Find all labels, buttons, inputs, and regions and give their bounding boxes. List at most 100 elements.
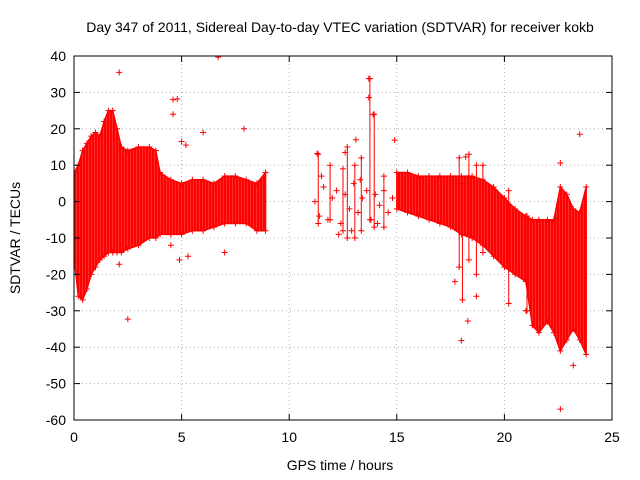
band-edge-point: [576, 336, 583, 343]
outlier-point: [176, 256, 183, 263]
spike-point: [505, 300, 512, 307]
band-edge-point: [124, 147, 131, 154]
y-tick-label: -10: [46, 230, 66, 246]
outlier-point: [221, 249, 228, 256]
gap-point: [318, 173, 325, 180]
band-edge-point: [167, 176, 174, 183]
spike-point: [459, 296, 466, 303]
outlier-point: [178, 138, 185, 145]
gap-point: [385, 209, 392, 216]
band-edge-point: [83, 140, 90, 147]
band-edge-point: [415, 213, 422, 220]
y-tick-label: 10: [50, 157, 66, 173]
band-edge-point: [243, 176, 250, 183]
outlier-point: [576, 131, 583, 138]
band-edge-point: [92, 129, 99, 136]
outlier-point: [570, 362, 577, 369]
band-edge-point: [152, 147, 159, 154]
spike-point: [505, 187, 512, 194]
band-edge-point: [221, 173, 228, 180]
outlier-point: [557, 160, 564, 167]
x-tick-label: 15: [389, 429, 405, 445]
spike-point: [465, 256, 472, 263]
y-tick-label: 40: [50, 48, 66, 64]
outlier-point: [451, 278, 458, 285]
spike-point: [344, 144, 351, 150]
gap-point: [337, 220, 344, 227]
band-edge-point: [135, 144, 142, 150]
outlier-point: [167, 242, 174, 249]
band-edge-point: [74, 253, 77, 260]
outlier-point: [458, 337, 465, 344]
outlier-point: [391, 137, 398, 144]
y-tick-label: -40: [46, 339, 66, 355]
gap-point: [329, 194, 336, 201]
band-edge-point: [404, 169, 411, 176]
y-tick-label: -30: [46, 303, 66, 319]
band-edge-point: [544, 318, 551, 325]
band-edge-point: [96, 256, 103, 263]
outlier-point: [557, 406, 564, 413]
band-edge-point: [88, 133, 95, 140]
spike-point: [473, 162, 480, 169]
x-tick-label: 20: [497, 429, 513, 445]
gap-point: [335, 231, 342, 238]
band-edge-point: [512, 271, 519, 278]
spike-point: [380, 224, 387, 231]
band-edge-point: [146, 144, 153, 150]
outlier-point: [185, 253, 192, 260]
band-edge-point: [232, 220, 239, 227]
outlier-point: [370, 111, 377, 118]
gap-point: [316, 213, 323, 220]
outlier-point: [124, 316, 131, 323]
gap-point: [389, 194, 396, 201]
band-edge-point: [490, 184, 497, 191]
spike-point: [479, 162, 486, 169]
spike-point: [459, 180, 466, 187]
band-edge-point: [490, 253, 497, 260]
gap-point: [372, 191, 379, 198]
band-edge-point: [404, 209, 411, 216]
band-edge-point: [92, 264, 99, 271]
outlier-point: [116, 261, 123, 268]
band-edge-point: [200, 176, 207, 183]
band-edge-point: [415, 173, 422, 180]
outlier-point: [464, 317, 471, 324]
band-edge-point: [583, 351, 590, 358]
band-edge-point: [501, 194, 508, 201]
band-edge-point: [529, 216, 536, 223]
band-edge-point: [426, 173, 433, 180]
band-edge-point: [210, 224, 217, 231]
band-edge-point: [436, 173, 443, 180]
plot-border: [73, 55, 613, 421]
band-edge-point: [189, 227, 196, 234]
band-edge-point: [393, 205, 400, 212]
band-edge-point: [200, 227, 207, 234]
x-tick-label: 25: [604, 429, 620, 445]
band-edge-point: [221, 220, 228, 227]
band-edge-point: [118, 144, 125, 150]
band-edge-point: [469, 173, 476, 180]
band-edge-point: [253, 180, 260, 187]
band-edge-point: [544, 216, 551, 223]
outlier-point: [174, 95, 181, 102]
spike-point: [358, 227, 365, 234]
band-edge-point: [75, 293, 82, 300]
band-edge-point: [178, 180, 185, 187]
band-edge-point: [189, 176, 196, 183]
spike-point: [380, 173, 387, 180]
gap-point: [374, 220, 381, 227]
band-edge-point: [167, 231, 174, 238]
outlier-point: [522, 307, 529, 314]
band-edge-point: [550, 216, 557, 223]
x-axis-label: GPS time / hours: [287, 457, 394, 473]
tick-labels: 0 5 10 15 20 25 -60 -50 -40 -30 -20 -10 0 10 20 30 40: [46, 48, 620, 445]
spike-point: [327, 162, 334, 169]
band-edge-point: [124, 245, 131, 252]
band-edge-point: [426, 216, 433, 223]
gap-point: [380, 187, 387, 194]
band-edge-point: [101, 253, 108, 260]
band-edge-point: [447, 173, 454, 180]
band-edge-point: [576, 209, 583, 216]
spike-point: [523, 213, 530, 220]
